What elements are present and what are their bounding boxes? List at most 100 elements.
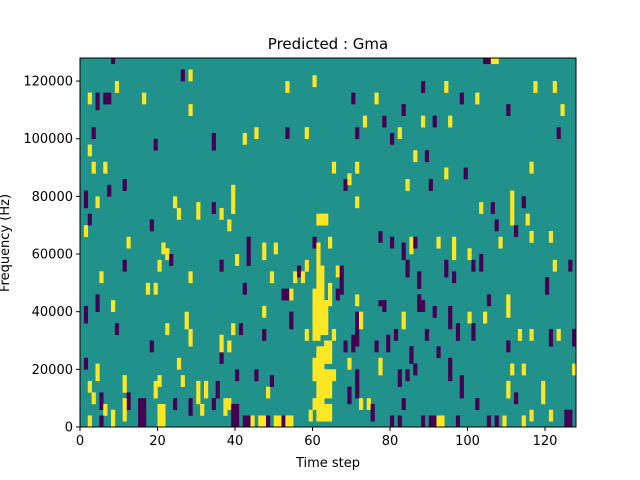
heatmap-cell-7 (95, 92, 100, 111)
heatmap-cell-150 (176, 357, 182, 370)
y-tick-label: 40000 (32, 305, 73, 320)
heatmap-cell-264 (122, 375, 127, 393)
heatmap-cell-225 (514, 392, 519, 405)
heatmap-cell-0 (483, 58, 492, 65)
heatmap-cell-109 (444, 259, 449, 278)
heatmap-cell-83 (273, 242, 278, 255)
heatmap-cell-187 (273, 415, 282, 428)
heatmap-cell-227 (529, 409, 534, 422)
heatmap-cell-99 (293, 271, 298, 284)
heatmap-cell-166 (138, 398, 147, 428)
heatmap-cell-224 (506, 380, 511, 399)
heatmap-cell-177 (211, 398, 216, 410)
x-tick-label: 80 (382, 434, 399, 449)
heatmap-cell-115 (568, 259, 573, 272)
heatmap-cell-1 (490, 58, 499, 65)
heatmap-cell-133 (308, 409, 313, 422)
heatmap-cell-97 (242, 282, 247, 295)
heatmap-cell-47 (107, 184, 112, 197)
heatmap-cell-142 (227, 340, 232, 353)
heatmap-cell-154 (111, 300, 116, 312)
heatmap-cell-114 (552, 259, 557, 272)
heatmap-cell-129 (320, 357, 325, 405)
heatmap-cell-29 (254, 127, 259, 140)
heatmap-cell-68 (444, 167, 449, 180)
heatmap-cell-165 (122, 398, 127, 422)
heatmap-cell-147 (188, 328, 193, 347)
y-tick-label: 120000 (23, 75, 73, 90)
heatmap-cell-48 (122, 179, 127, 191)
heatmap-cell-8 (103, 92, 112, 105)
heatmap-cell-45 (103, 161, 108, 174)
heatmap-cell-190 (254, 369, 259, 382)
heatmap-cell-248 (432, 305, 437, 318)
heatmap-cell-130 (324, 369, 333, 399)
heatmap-cell-178 (215, 380, 220, 399)
heatmap-cell-118 (320, 265, 325, 312)
heatmap-cell-113 (467, 248, 472, 261)
heatmap-cell-92 (157, 259, 162, 272)
heatmap-cell-36 (397, 127, 402, 140)
heatmap-cell-213 (409, 346, 414, 364)
heatmap-cell-256 (409, 236, 414, 255)
heatmap-cell-157 (83, 357, 89, 370)
heatmap-cell-210 (401, 398, 406, 410)
x-tick-label: 20 (149, 434, 166, 449)
heatmap-cell-162 (99, 415, 104, 428)
y-tick-label: 80000 (32, 190, 73, 205)
heatmap-cell-145 (238, 323, 244, 336)
heatmap-cell-80 (320, 213, 329, 226)
heatmap-cell-54 (196, 202, 201, 220)
heatmap-cell-247 (455, 323, 461, 341)
heatmap-cell-215 (421, 415, 426, 428)
heatmap-cell-235 (517, 328, 523, 341)
heatmap-cell-245 (486, 294, 492, 307)
heatmap-cell-251 (421, 300, 426, 312)
heatmap-cell-59 (149, 219, 154, 232)
heatmap-cell-117 (316, 242, 321, 312)
heatmap-cell-173 (188, 398, 193, 416)
heatmap-cell-66 (405, 179, 410, 191)
heatmap-cell-207 (378, 300, 387, 307)
heatmap-cell-38 (432, 115, 437, 128)
heatmap-cell-233 (521, 363, 526, 376)
heatmap-cell-219 (459, 375, 464, 399)
heatmap-cell-31 (304, 127, 309, 140)
heatmap-cell-140 (262, 328, 267, 341)
heatmap-cell-202 (370, 403, 375, 422)
heatmap-cell-261 (436, 236, 441, 249)
heatmap-cell-137 (289, 311, 294, 330)
heatmap-cell-15 (401, 104, 406, 116)
heatmap-cell-131 (316, 392, 325, 422)
heatmap-cell-23 (560, 104, 565, 116)
heatmap-cell-3 (180, 69, 185, 82)
heatmap-cell-135 (331, 369, 337, 382)
heatmap-cell-198 (347, 386, 352, 405)
heatmap-cell-107 (405, 259, 410, 278)
heatmap-cell-183 (242, 415, 251, 428)
heatmap-cell-218 (455, 415, 461, 428)
heatmap-cell-153 (95, 294, 100, 312)
heatmap-cell-138 (289, 288, 294, 301)
heatmap-cell-193 (347, 357, 352, 370)
x-axis-label: Time step (295, 456, 360, 471)
heatmap-cell-57 (231, 184, 236, 214)
heatmap-cell-98 (269, 271, 275, 284)
heatmap-cell-56 (219, 207, 224, 220)
heatmap-cell-171 (173, 398, 178, 410)
heatmap-cell-220 (475, 398, 480, 410)
heatmap-cell-33 (362, 115, 368, 128)
heatmap-cells (83, 58, 577, 428)
heatmap-cell-151 (114, 323, 120, 336)
heatmap-cell-102 (304, 259, 309, 272)
heatmap-cell-37 (421, 115, 426, 128)
heatmap-cell-181 (231, 403, 240, 428)
heatmap-cell-244 (506, 294, 511, 318)
heatmap-cell-182 (235, 369, 240, 382)
heatmap-cell-6 (87, 92, 92, 105)
heatmap-cell-94 (188, 271, 193, 284)
heatmap-cell-100 (297, 265, 302, 278)
heatmap-cell-127 (312, 357, 317, 382)
heatmap-cell-134 (324, 403, 333, 422)
heatmap-cell-161 (87, 415, 92, 428)
